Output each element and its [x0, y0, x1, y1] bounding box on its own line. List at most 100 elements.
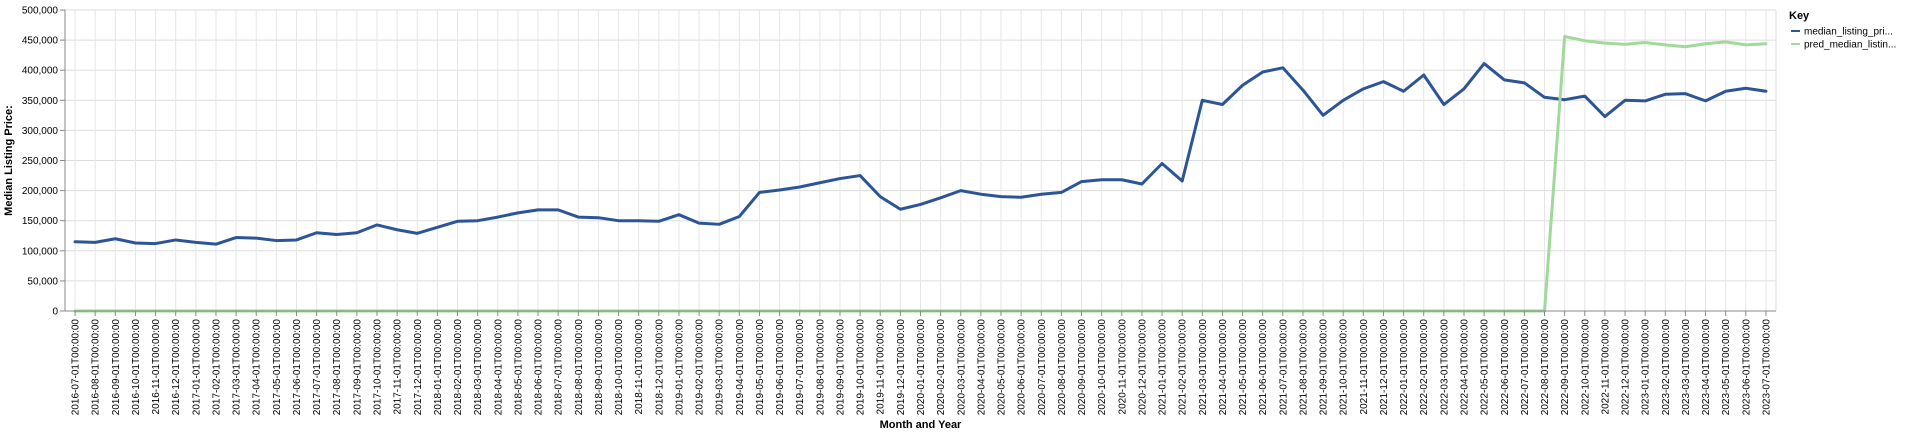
y-tick-label: 350,000 [22, 96, 59, 107]
x-tick-label: 2023-04-01T00:00:00 [1701, 319, 1712, 416]
x-axis-ticks: 2016-07-01T00:00:00 2016-08-01T00:00:00 20… [71, 311, 1772, 416]
y-tick-label: 300,000 [22, 126, 59, 137]
x-tick-label: 2018-02-01T00:00:00 [453, 319, 464, 416]
x-tick-label: 2019-02-01T00:00:00 [695, 319, 706, 416]
x-tick-label: 2022-08-01T00:00:00 [1540, 319, 1551, 416]
x-tick-label: 2018-05-01T00:00:00 [513, 319, 524, 416]
x-tick-label: 2018-08-01T00:00:00 [574, 319, 585, 416]
x-tick-label: 2017-08-01T00:00:00 [332, 319, 343, 416]
series-line-0 [73, 62, 1768, 246]
x-tick-label: 2022-02-01T00:00:00 [1419, 319, 1430, 416]
x-tick-label: 2018-10-01T00:00:00 [614, 319, 625, 416]
y-tick-label: 450,000 [22, 36, 59, 47]
x-tick-label: 2016-10-01T00:00:00 [131, 319, 142, 416]
y-tick-label: 0 [52, 307, 58, 318]
x-tick-label: 2019-12-01T00:00:00 [896, 319, 907, 416]
x-tick-label: 2019-04-01T00:00:00 [735, 319, 746, 416]
x-tick-label: 2023-07-01T00:00:00 [1761, 319, 1772, 416]
x-tick-label: 2021-11-01T00:00:00 [1359, 319, 1370, 415]
x-tick-label: 2020-08-01T00:00:00 [1057, 319, 1068, 416]
x-tick-label: 2020-04-01T00:00:00 [976, 319, 987, 416]
x-tick-label: 2020-02-01T00:00:00 [936, 319, 947, 416]
x-tick-label: 2020-07-01T00:00:00 [1037, 319, 1048, 416]
x-tick-label: 2018-06-01T00:00:00 [534, 319, 545, 416]
gridlines [65, 9, 1777, 312]
x-tick-label: 2019-10-01T00:00:00 [856, 319, 867, 416]
x-tick-label: 2020-05-01T00:00:00 [997, 319, 1008, 416]
x-tick-label: 2017-12-01T00:00:00 [413, 319, 424, 416]
legend: Key median_listing_pri... pred_median_lis… [1789, 10, 1896, 51]
x-tick-label: 2016-11-01T00:00:00 [151, 319, 162, 415]
x-tick-label: 2016-12-01T00:00:00 [171, 319, 182, 416]
x-tick-label: 2022-03-01T00:00:00 [1439, 319, 1450, 416]
y-axis-ticks: 0 50,000 100,000 150,000 200,000 250,000 300,0… [22, 6, 65, 318]
x-tick-label: 2021-02-01T00:00:00 [1178, 319, 1189, 416]
x-tick-label: 2023-03-01T00:00:00 [1681, 319, 1692, 416]
y-tick-label: 50,000 [27, 276, 58, 287]
y-tick-label: 500,000 [22, 6, 59, 17]
x-tick-label: 2019-06-01T00:00:00 [775, 319, 786, 416]
x-tick-label: 2020-06-01T00:00:00 [1017, 319, 1028, 416]
x-tick-label: 2018-01-01T00:00:00 [433, 319, 444, 416]
x-tick-label: 2020-01-01T00:00:00 [916, 319, 927, 416]
x-tick-label: 2021-08-01T00:00:00 [1298, 319, 1309, 416]
legend-label: median_listing_pri... [1804, 27, 1893, 38]
x-tick-label: 2020-09-01T00:00:00 [1077, 319, 1088, 416]
x-tick-label: 2023-06-01T00:00:00 [1741, 319, 1752, 416]
x-tick-label: 2017-01-01T00:00:00 [191, 319, 202, 416]
x-tick-label: 2023-01-01T00:00:00 [1641, 319, 1652, 416]
x-tick-label: 2021-06-01T00:00:00 [1258, 319, 1269, 416]
x-tick-label: 2022-04-01T00:00:00 [1459, 319, 1470, 416]
x-tick-label: 2022-11-01T00:00:00 [1600, 319, 1611, 415]
x-tick-label: 2022-07-01T00:00:00 [1520, 319, 1531, 416]
x-tick-label: 2023-05-01T00:00:00 [1721, 319, 1732, 416]
y-tick-label: 100,000 [22, 246, 59, 257]
x-tick-label: 2021-03-01T00:00:00 [1198, 319, 1209, 416]
x-tick-label: 2018-09-01T00:00:00 [594, 319, 605, 416]
x-tick-label: 2018-04-01T00:00:00 [493, 319, 504, 416]
x-tick-label: 2021-10-01T00:00:00 [1339, 319, 1350, 416]
x-tick-label: 2021-01-01T00:00:00 [1158, 319, 1169, 416]
x-tick-label: 2017-05-01T00:00:00 [272, 319, 283, 416]
x-tick-label: 2019-07-01T00:00:00 [795, 319, 806, 416]
x-tick-label: 2017-04-01T00:00:00 [252, 319, 263, 416]
x-tick-label: 2019-03-01T00:00:00 [715, 319, 726, 416]
x-tick-label: 2016-08-01T00:00:00 [91, 319, 102, 416]
x-tick-label: 2021-04-01T00:00:00 [1218, 319, 1229, 416]
x-tick-label: 2019-09-01T00:00:00 [835, 319, 846, 416]
x-tick-label: 2018-11-01T00:00:00 [634, 319, 645, 415]
y-tick-label: 400,000 [22, 66, 59, 77]
x-tick-label: 2019-01-01T00:00:00 [674, 319, 685, 416]
x-tick-label: 2017-03-01T00:00:00 [232, 319, 243, 416]
x-tick-label: 2022-01-01T00:00:00 [1399, 319, 1410, 416]
x-tick-label: 2018-03-01T00:00:00 [473, 319, 484, 416]
x-tick-label: 2021-12-01T00:00:00 [1379, 319, 1390, 416]
x-tick-label: 2017-07-01T00:00:00 [312, 319, 323, 416]
x-tick-label: 2022-05-01T00:00:00 [1480, 319, 1491, 416]
x-tick-label: 2017-10-01T00:00:00 [373, 319, 384, 416]
x-tick-label: 2017-06-01T00:00:00 [292, 319, 303, 416]
x-tick-label: 2017-09-01T00:00:00 [352, 319, 363, 416]
x-tick-label: 2022-06-01T00:00:00 [1500, 319, 1511, 416]
x-tick-label: 2021-05-01T00:00:00 [1238, 319, 1249, 416]
x-tick-label: 2019-05-01T00:00:00 [755, 319, 766, 416]
legend-title: Key [1789, 10, 1810, 22]
x-tick-label: 2020-11-01T00:00:00 [1117, 319, 1128, 415]
x-tick-label: 2020-10-01T00:00:00 [1097, 319, 1108, 416]
x-tick-label: 2020-03-01T00:00:00 [956, 319, 967, 416]
x-tick-label: 2019-08-01T00:00:00 [815, 319, 826, 416]
legend-label: pred_median_listin... [1804, 40, 1896, 51]
x-axis-title: Month and Year [880, 419, 962, 431]
x-tick-label: 2018-12-01T00:00:00 [654, 319, 665, 416]
y-tick-label: 250,000 [22, 156, 59, 167]
legend-items: median_listing_pri... pred_median_listin.… [1791, 27, 1896, 51]
y-axis-title: Median Listing Price: [3, 105, 15, 216]
x-tick-label: 2021-09-01T00:00:00 [1319, 319, 1330, 416]
x-tick-label: 2022-12-01T00:00:00 [1621, 319, 1632, 416]
y-tick-label: 200,000 [22, 186, 59, 197]
x-tick-label: 2020-12-01T00:00:00 [1137, 319, 1148, 416]
y-tick-label: 150,000 [22, 216, 59, 227]
x-tick-label: 2022-09-01T00:00:00 [1560, 319, 1571, 416]
x-tick-label: 2016-07-01T00:00:00 [71, 319, 82, 416]
